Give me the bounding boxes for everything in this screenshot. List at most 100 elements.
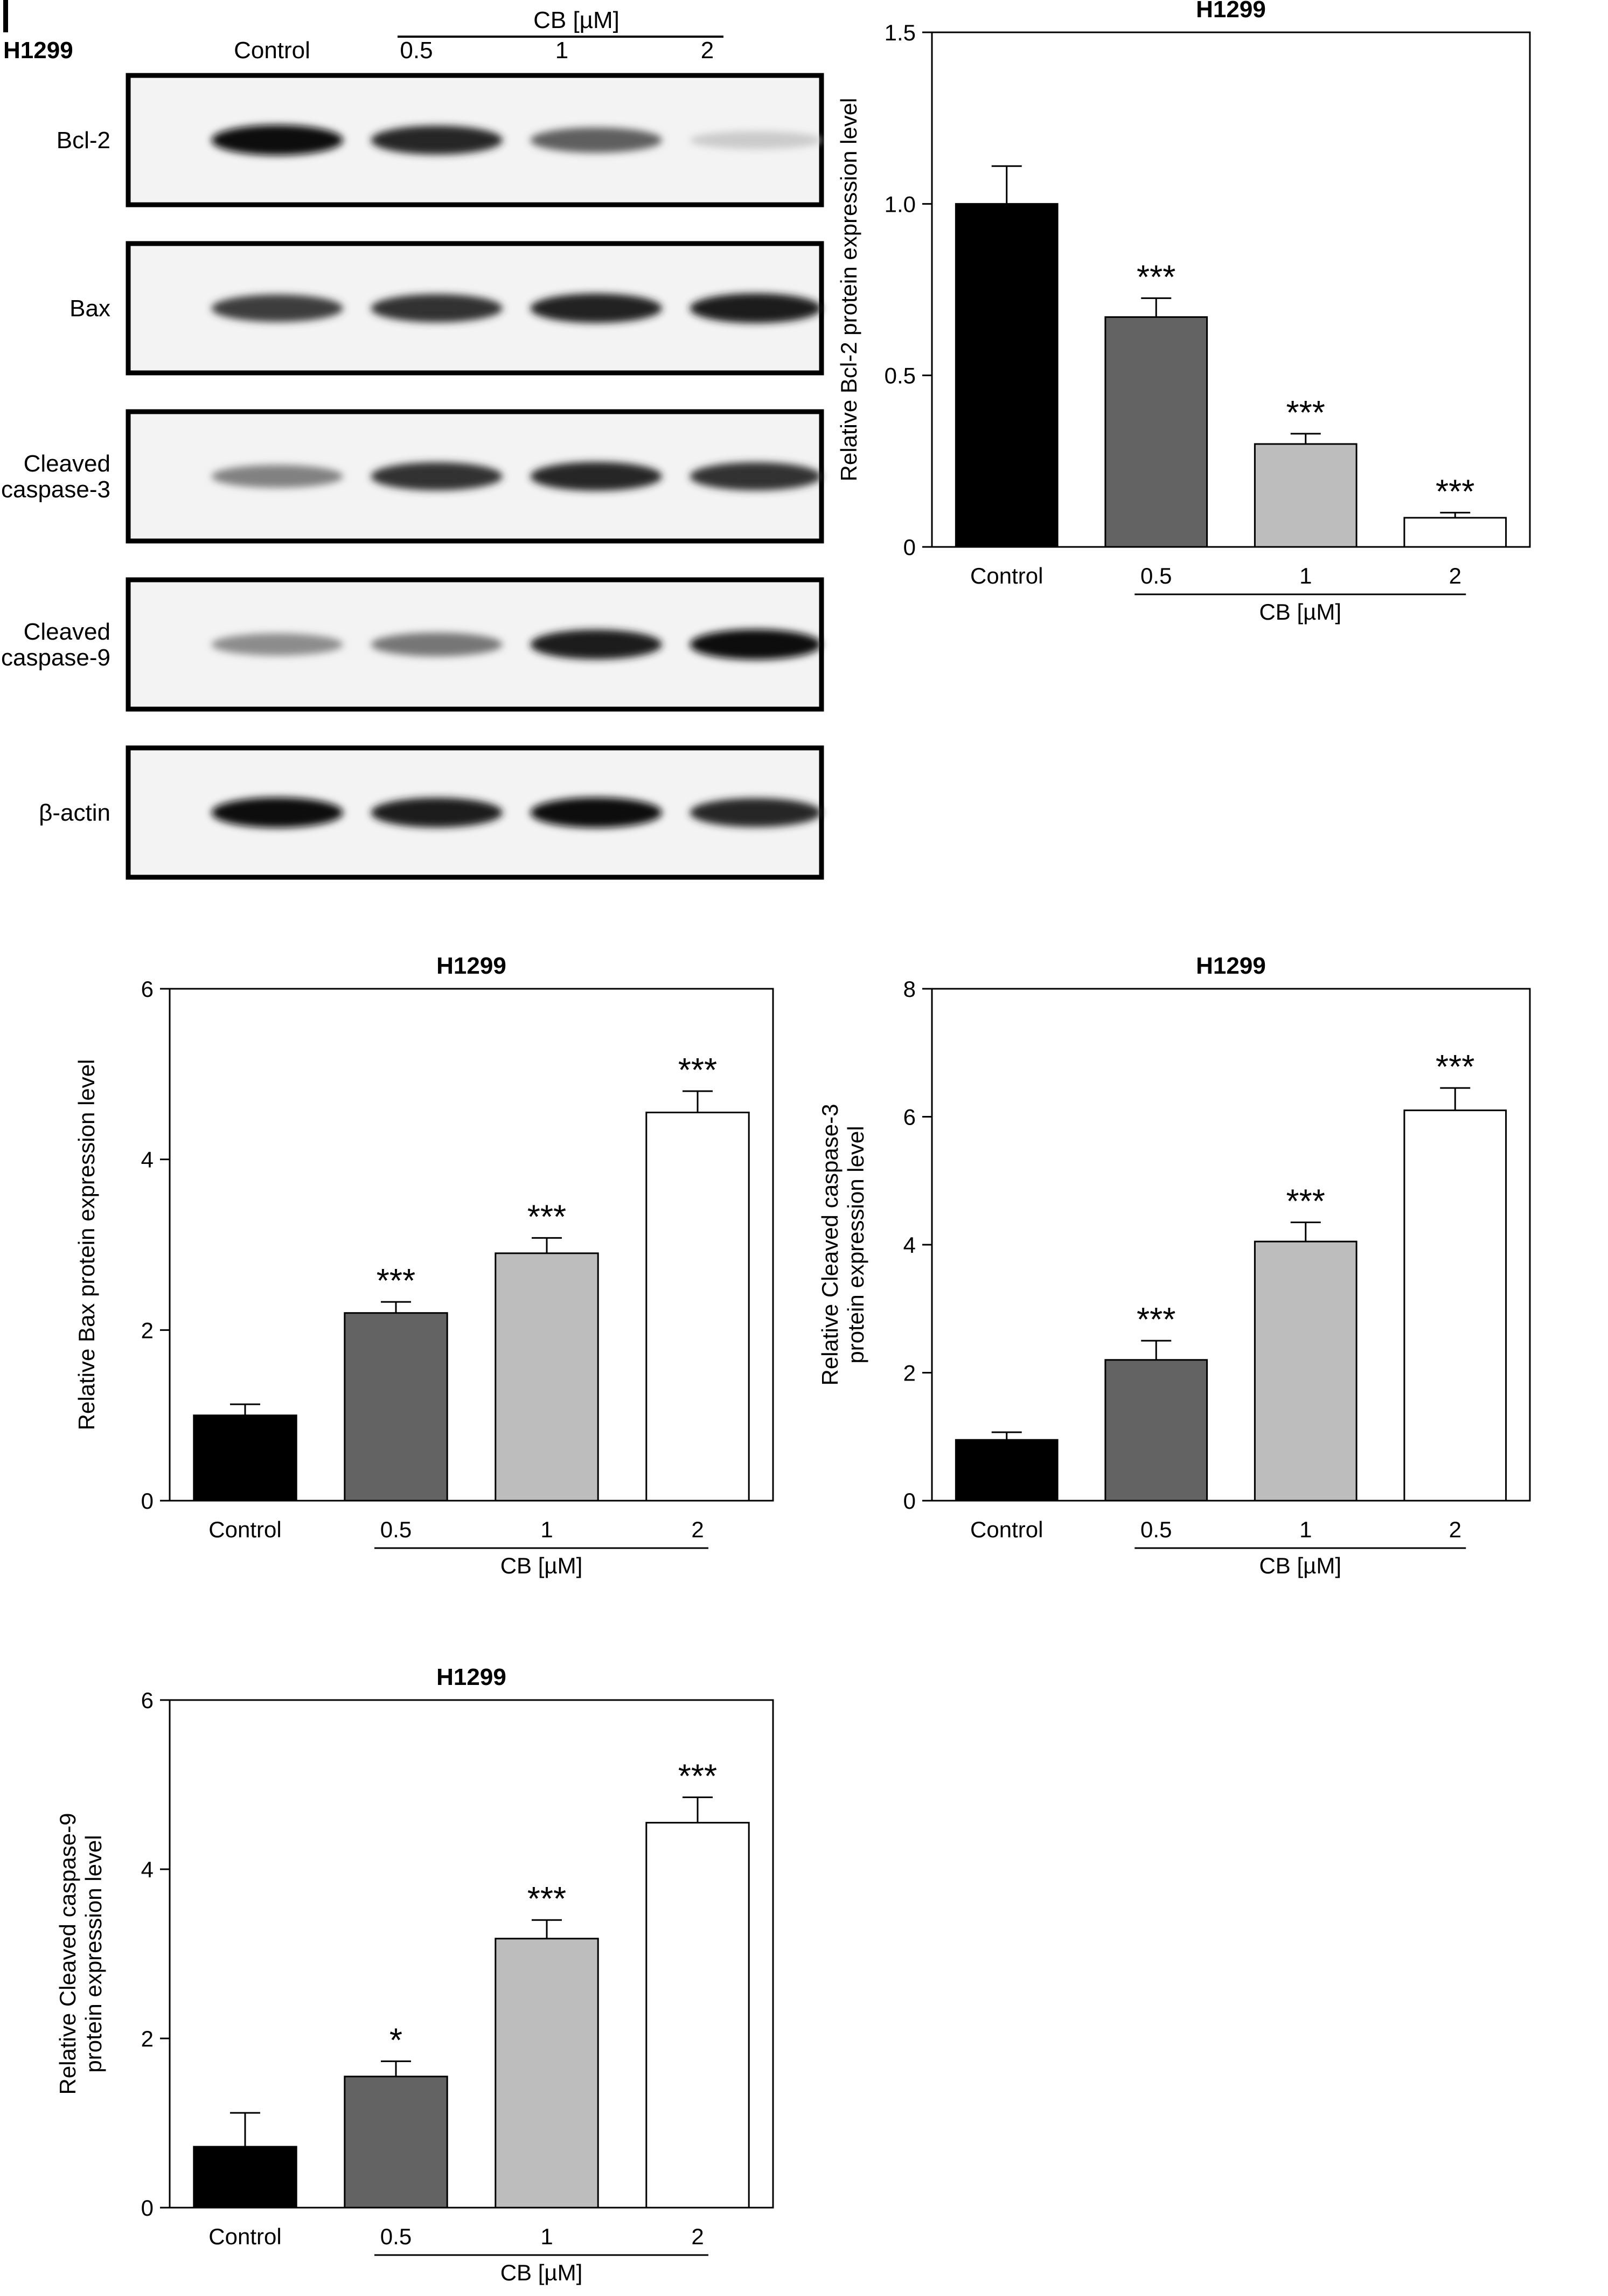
blot-band bbox=[530, 629, 662, 660]
bar-1 bbox=[495, 1252, 599, 1502]
blot-label: caspase-3 bbox=[1, 476, 110, 503]
x-tick-label: 0.5 bbox=[380, 1517, 412, 1542]
plot-frame bbox=[169, 1699, 774, 2209]
lane-label-0.5: 0.5 bbox=[400, 37, 433, 64]
chart-title: H1299 bbox=[436, 953, 506, 979]
blot-label: caspase-9 bbox=[1, 644, 110, 671]
blot-band bbox=[690, 131, 822, 149]
bar-2 bbox=[1403, 1109, 1507, 1502]
bar-0.5 bbox=[344, 1312, 448, 1502]
y-tick-label: 0 bbox=[141, 2195, 154, 2221]
y-tick-label: 2 bbox=[141, 2026, 154, 2051]
significance-marker: *** bbox=[1137, 1301, 1175, 1338]
y-axis-label: protein expression level bbox=[81, 1835, 106, 2072]
cell-line-label: H1299 bbox=[3, 37, 73, 64]
group-label: CB [µM] bbox=[500, 1553, 583, 1578]
bar-2 bbox=[645, 1112, 750, 1502]
x-tick-label: Control bbox=[970, 563, 1043, 588]
y-tick-label: 4 bbox=[141, 1147, 154, 1173]
chart-title: H1299 bbox=[436, 1664, 506, 1690]
blot-band bbox=[211, 797, 343, 828]
x-tick-label: 1 bbox=[540, 2224, 553, 2249]
x-tick-label: Control bbox=[208, 1517, 281, 1542]
blot-strips: Bcl-2BaxCleavedcaspase-3Cleavedcaspase-9… bbox=[1, 73, 824, 880]
blot-band bbox=[530, 127, 662, 153]
y-tick-label: 6 bbox=[903, 1105, 916, 1130]
bax-bar-chart: H1299 0 2 4 6 Relative Bax protein expression… bbox=[74, 953, 774, 1578]
blot-label: Bcl-2 bbox=[57, 127, 110, 154]
bcl2-bar-chart: H1299 0 0.5 1.0 1.5 Relative Bcl-2 protein ex… bbox=[836, 0, 1531, 625]
bar-2 bbox=[645, 1822, 750, 2209]
bar-1 bbox=[1254, 443, 1358, 548]
x-tick-label: 1 bbox=[540, 1517, 553, 1542]
blot-band bbox=[371, 294, 503, 323]
blot-band bbox=[530, 293, 662, 323]
cleaved-caspase9-bar-chart: H1299 0 2 4 6 Relative Cleaved caspase-9 prote… bbox=[55, 1664, 774, 2285]
bar-Control bbox=[193, 1414, 297, 1502]
blot-band bbox=[371, 633, 503, 656]
y-tick-label: 2 bbox=[903, 1361, 916, 1386]
blot-label: Cleaved bbox=[24, 450, 110, 477]
blot-band bbox=[371, 462, 503, 491]
blot-band bbox=[371, 126, 503, 155]
y-tick-label: 2 bbox=[141, 1317, 154, 1343]
significance-marker: *** bbox=[1137, 259, 1175, 296]
significance-marker: *** bbox=[678, 1052, 717, 1089]
cb-group-label: CB [µM] bbox=[533, 7, 619, 33]
x-tick-label: 1 bbox=[1299, 563, 1312, 588]
y-axis-label: Relative Bax protein expression level bbox=[74, 1059, 99, 1431]
x-tick-label: 0.5 bbox=[1140, 563, 1172, 588]
bar-0.5 bbox=[1104, 1359, 1208, 1502]
lane-label-1: 1 bbox=[555, 37, 568, 64]
significance-marker: * bbox=[389, 2022, 402, 2059]
x-tick-label: 2 bbox=[691, 2224, 704, 2249]
group-label: CB [µM] bbox=[500, 2260, 583, 2285]
bar-Control bbox=[193, 2146, 297, 2209]
y-tick-label: 0 bbox=[903, 535, 916, 560]
x-tick-label: 2 bbox=[691, 1517, 704, 1542]
x-tick-label: 0.5 bbox=[1140, 1517, 1172, 1542]
blot-label: β-actin bbox=[39, 800, 110, 826]
bar-1 bbox=[495, 1938, 599, 2209]
y-tick-label: 0 bbox=[903, 1488, 916, 1514]
bar-Control bbox=[955, 1439, 1059, 1502]
y-tick-label: 0.5 bbox=[885, 363, 916, 389]
bar-1 bbox=[1254, 1240, 1358, 1502]
blot-band bbox=[690, 462, 822, 491]
blot-band bbox=[211, 464, 343, 488]
significance-marker: *** bbox=[527, 1881, 566, 1918]
cleaved-caspase3-bar-chart: H1299 0 2 4 6 8 Relative Cleaved caspase-3 prot… bbox=[817, 953, 1531, 1578]
significance-marker: *** bbox=[1286, 394, 1325, 432]
x-tick-label: 0.5 bbox=[380, 2224, 412, 2249]
blot-band bbox=[211, 124, 343, 156]
y-axis-label: Relative Cleaved caspase-3 bbox=[817, 1104, 843, 1386]
bar-0.5 bbox=[344, 2076, 448, 2209]
y-tick-label: 8 bbox=[903, 976, 916, 1002]
group-label: CB [µM] bbox=[1259, 599, 1341, 625]
significance-marker: *** bbox=[1436, 473, 1474, 510]
x-tick-label: Control bbox=[208, 2224, 281, 2249]
plot-frame bbox=[931, 31, 1531, 548]
chart-title: H1299 bbox=[1196, 0, 1266, 23]
y-tick-label: 6 bbox=[141, 976, 154, 1002]
blot-band bbox=[371, 797, 503, 828]
x-tick-label: 1 bbox=[1299, 1517, 1312, 1542]
panel-letter-mark bbox=[3, 0, 8, 32]
blot-band bbox=[690, 798, 822, 827]
x-tick-label: 2 bbox=[1449, 1517, 1461, 1542]
group-label: CB [µM] bbox=[1259, 1553, 1341, 1578]
lane-label-control: Control bbox=[234, 37, 310, 64]
significance-marker: *** bbox=[1286, 1183, 1325, 1220]
blot-label: Bax bbox=[69, 295, 110, 322]
x-tick-label: Control bbox=[970, 1517, 1043, 1542]
blot-band bbox=[690, 293, 822, 323]
bar-Control bbox=[955, 203, 1059, 548]
blot-band bbox=[690, 629, 822, 660]
bar-0.5 bbox=[1104, 316, 1208, 548]
significance-marker: *** bbox=[377, 1263, 415, 1300]
significance-marker: *** bbox=[527, 1198, 566, 1236]
blot-band bbox=[211, 633, 343, 656]
x-tick-label: 2 bbox=[1449, 563, 1461, 588]
y-tick-label: 4 bbox=[141, 1857, 154, 1882]
significance-marker: *** bbox=[678, 1758, 717, 1795]
